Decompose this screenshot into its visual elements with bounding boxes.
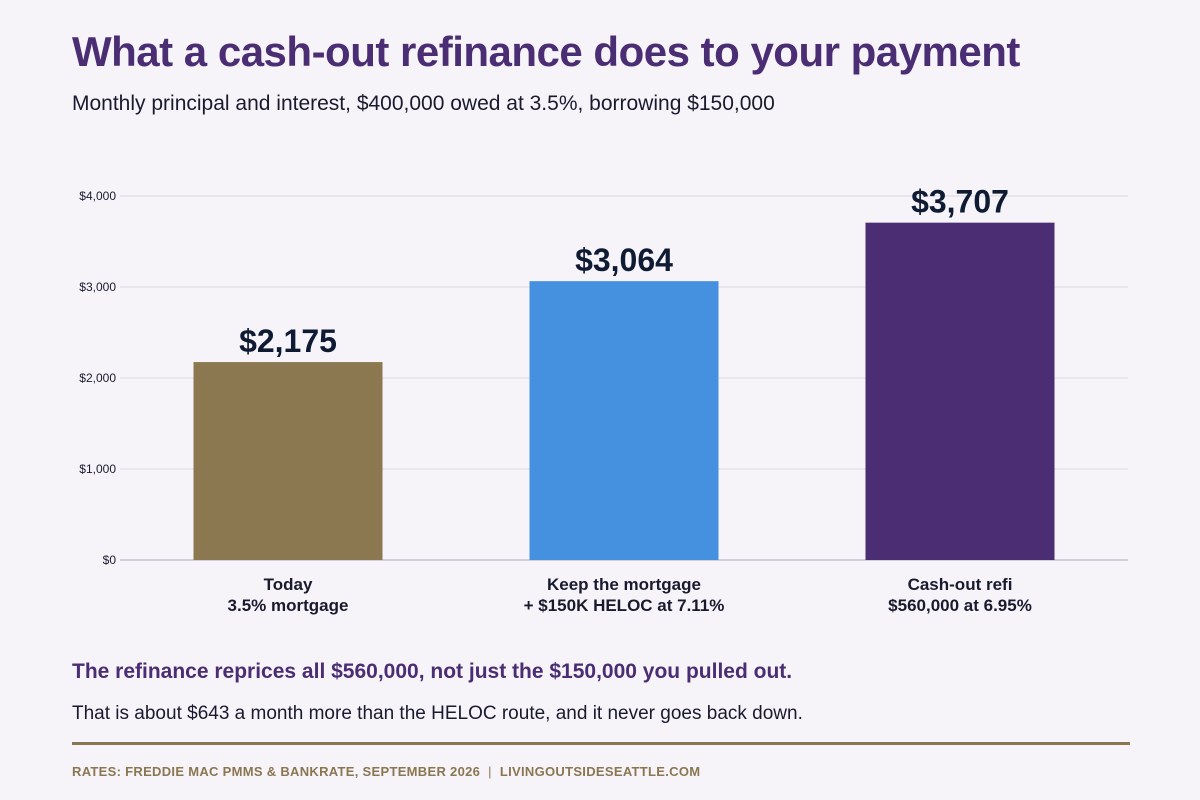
y-tick-label: $1,000	[79, 462, 116, 476]
x-category-label: Cash-out refi	[908, 575, 1013, 594]
takeaway-text: The refinance reprices all $560,000, not…	[72, 660, 793, 683]
x-category-label: $560,000 at 6.95%	[888, 596, 1032, 615]
x-category-label: + $150K HELOC at 7.11%	[524, 596, 725, 615]
x-category-label: Today	[264, 575, 313, 594]
page-subtitle: Monthly principal and interest, $400,000…	[72, 92, 775, 115]
bar	[865, 222, 1055, 560]
y-tick-label: $0	[103, 553, 117, 567]
source-separator: |	[488, 764, 492, 779]
source-line: RATES: FREDDIE MAC PMMS & BANKRATE, SEPT…	[72, 764, 700, 779]
y-tick-label: $2,000	[79, 371, 116, 385]
bar-chart: $0 $1,000 $2,000 $3,000 $4,000 $2,175 Today 3.5…	[79, 184, 1128, 615]
bar-value-label: $3,064	[575, 242, 673, 278]
bar-value-label: $2,175	[239, 323, 337, 359]
bar	[193, 362, 383, 560]
page-title: What a cash-out refinance does to your p…	[72, 28, 1020, 75]
bar	[529, 281, 719, 560]
site-link[interactable]: LIVINGOUTSIDESEATTLE.COM	[499, 764, 701, 779]
y-tick-label: $4,000	[79, 189, 116, 203]
y-tick-label: $3,000	[79, 280, 116, 294]
bar-value-label: $3,707	[911, 184, 1009, 220]
x-category-label: 3.5% mortgage	[228, 596, 349, 615]
note-text: That is about $643 a month more than the…	[72, 703, 803, 724]
source-text: RATES: FREDDIE MAC PMMS & BANKRATE, SEPT…	[72, 764, 481, 779]
footer-divider	[72, 742, 1130, 745]
x-category-label: Keep the mortgage	[547, 575, 701, 594]
